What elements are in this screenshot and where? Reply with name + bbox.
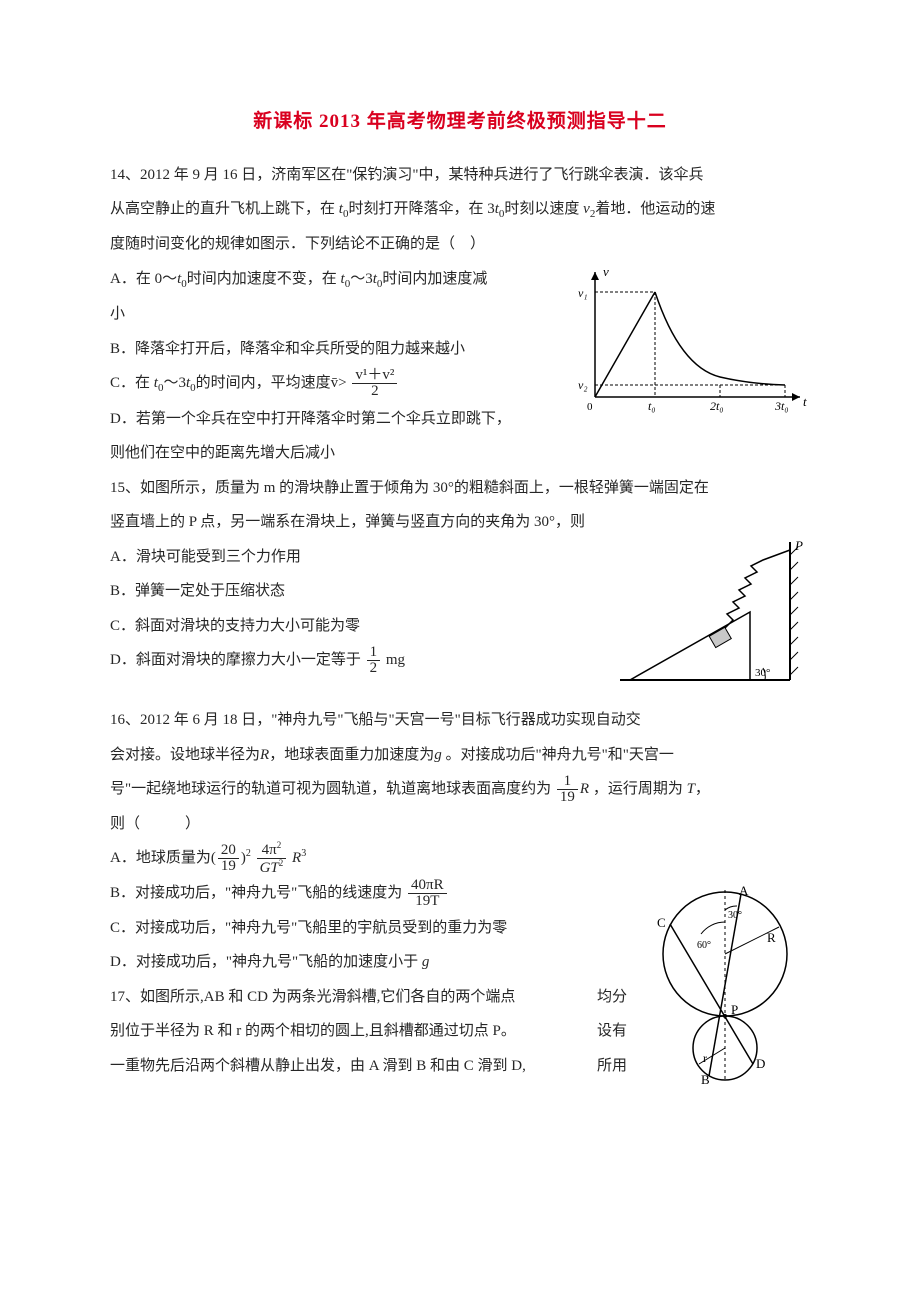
q15-line1: 15、如图所示，质量为 m 的滑块静止置于倾角为 30°的粗糙斜面上，一根轻弹簧… xyxy=(110,471,810,506)
y-label-v2: v₂ xyxy=(578,378,588,392)
x-label-2t0: 2t₀ xyxy=(710,399,724,413)
denominator: 19T xyxy=(408,894,447,909)
label-d: D xyxy=(756,1056,765,1071)
q14-intro-line1: 14、2012 年 9 月 16 日，济南军区在"保钓演习"中，某特种兵进行了飞… xyxy=(110,158,810,193)
text-right: 均分 xyxy=(597,980,627,1015)
denominator: 19 xyxy=(218,859,239,874)
y-label-v1: v₁ xyxy=(578,286,588,300)
text: A．地球质量为 xyxy=(110,850,211,866)
numerator: 4π2 xyxy=(257,841,287,859)
label-c: C xyxy=(657,915,666,930)
numerator: 1 xyxy=(367,645,381,661)
axis-x-label: t xyxy=(803,394,807,409)
text: 时间内加速度减 xyxy=(382,271,487,287)
text: 从高空静止的直升飞机上跳下，在 xyxy=(110,201,339,217)
var-r: R xyxy=(292,850,301,866)
fraction: 12 xyxy=(367,645,381,676)
text: ， xyxy=(695,781,710,797)
label-p: P xyxy=(731,1002,738,1017)
text: 17、如图所示,AB 和 CD 为两条光滑斜槽,它们各自的两个端点 xyxy=(110,989,515,1005)
denominator: GT2 xyxy=(257,859,287,876)
label-60: 60° xyxy=(697,940,711,951)
text: 时刻打开降落伞，在 3 xyxy=(348,201,494,217)
q15-diagram: P 30° xyxy=(615,540,810,704)
denominator: 19 xyxy=(557,790,578,805)
var-r: R xyxy=(260,747,269,763)
fraction: 40πR19T xyxy=(408,878,447,909)
q16-line4: 则（ ） xyxy=(110,807,810,842)
text: D．对接成功后，"神舟九号"飞船的加速度小于 xyxy=(110,954,422,970)
exp: 3 xyxy=(301,848,306,859)
label-a: A xyxy=(739,883,749,898)
label-small-r: r xyxy=(703,1051,707,1065)
text: mg xyxy=(386,652,405,668)
axis-y-label: v xyxy=(603,264,609,279)
fraction: v¹＋v²2 xyxy=(352,368,397,399)
denominator: 2 xyxy=(367,661,381,676)
svg-text:0: 0 xyxy=(587,401,593,413)
denominator: 2 xyxy=(352,384,397,399)
numerator: 1 xyxy=(557,774,578,790)
q16-line1: 16、2012 年 6 月 18 日，"神舟九号"飞船与"天宫一号"目标飞行器成… xyxy=(110,703,810,738)
text: B．对接成功后，"神舟九号"飞船的线速度为 xyxy=(110,885,402,901)
text-right: 所用 xyxy=(597,1049,627,1084)
x-label-t0: t₀ xyxy=(648,399,656,413)
text: ～3 xyxy=(350,271,373,287)
text-right: 设有 xyxy=(597,1014,627,1049)
q15-line2: 竖直墙上的 P 点，另一端系在滑块上，弹簧与竖直方向的夹角为 30°，则 xyxy=(110,505,810,540)
fraction: 2019 xyxy=(218,843,239,874)
text: 会对接。设地球半径为 xyxy=(110,747,260,763)
text: ～3 xyxy=(163,375,186,391)
var-g: g xyxy=(422,954,430,970)
q16-option-a: A．地球质量为(2019)2 4π2GT2 R3 xyxy=(110,841,810,876)
fraction: 119 xyxy=(557,774,578,805)
q14-intro-line2: 从高空静止的直升飞机上跳下，在 t0时刻打开降落伞，在 3t0时刻以速度 v2着… xyxy=(110,192,810,227)
q16-line2: 会对接。设地球半径为R，地球表面重力加速度为g 。对接成功后"神舟九号"和"天宫… xyxy=(110,738,810,773)
x-label-3t0: 3t₀ xyxy=(774,399,789,413)
text: ，运行周期为 xyxy=(593,781,687,797)
label-angle: 30° xyxy=(755,667,770,679)
text: C．在 xyxy=(110,375,154,391)
var-r: R xyxy=(580,781,589,797)
q14-option-d-cont: 则他们在空中的距离先增大后减小 xyxy=(110,436,810,471)
text: 时间内加速度不变，在 xyxy=(187,271,341,287)
text: ，地球表面重力加速度为 xyxy=(269,747,434,763)
label-p: P xyxy=(794,540,803,553)
text: 别位于半径为 R 和 r 的两个相切的圆上,且斜槽都通过切点 P。 xyxy=(110,1023,516,1039)
label-b: B xyxy=(701,1072,710,1087)
label-big-r: R xyxy=(767,930,776,945)
exp: 2 xyxy=(246,848,251,859)
text: A．在 0～ xyxy=(110,271,177,287)
text: 着地．他运动的速 xyxy=(595,201,715,217)
text: 号"一起绕地球运行的轨道可视为圆轨道，轨道离地球表面高度约为 xyxy=(110,781,551,797)
q17-diagram: A B C D P R r 30° 60° xyxy=(635,882,810,1101)
text: 一重物先后沿两个斜槽从静止出发，由 A 滑到 B 和由 C 滑到 D, xyxy=(110,1058,526,1074)
numerator: 20 xyxy=(218,843,239,859)
text: 时刻以速度 xyxy=(504,201,583,217)
var-v: v xyxy=(583,201,590,217)
page-title: 新课标 2013 年高考物理考前终极预测指导十二 xyxy=(110,100,810,144)
numerator: 40πR xyxy=(408,878,447,894)
q14-intro-line3: 度随时间变化的规律如图示．下列结论不正确的是（ ） xyxy=(110,227,810,262)
label-30: 30° xyxy=(728,910,742,921)
text: 的时间内，平均速度 xyxy=(196,375,331,391)
q16-line3: 号"一起绕地球运行的轨道可视为圆轨道，轨道离地球表面高度约为 119R ，运行周… xyxy=(110,772,810,807)
var-g: g xyxy=(434,747,442,763)
text: D．斜面对滑块的摩擦力大小一定等于 xyxy=(110,652,361,668)
numerator: v¹＋v² xyxy=(352,368,397,384)
fraction: 4π2GT2 xyxy=(257,841,287,876)
text: 。对接成功后"神舟九号"和"天宫一 xyxy=(442,747,674,763)
var-t: T xyxy=(687,781,695,797)
q14-graph: t v v₁ v₂ 0 t₀ 2t₀ 3t₀ xyxy=(570,262,810,431)
